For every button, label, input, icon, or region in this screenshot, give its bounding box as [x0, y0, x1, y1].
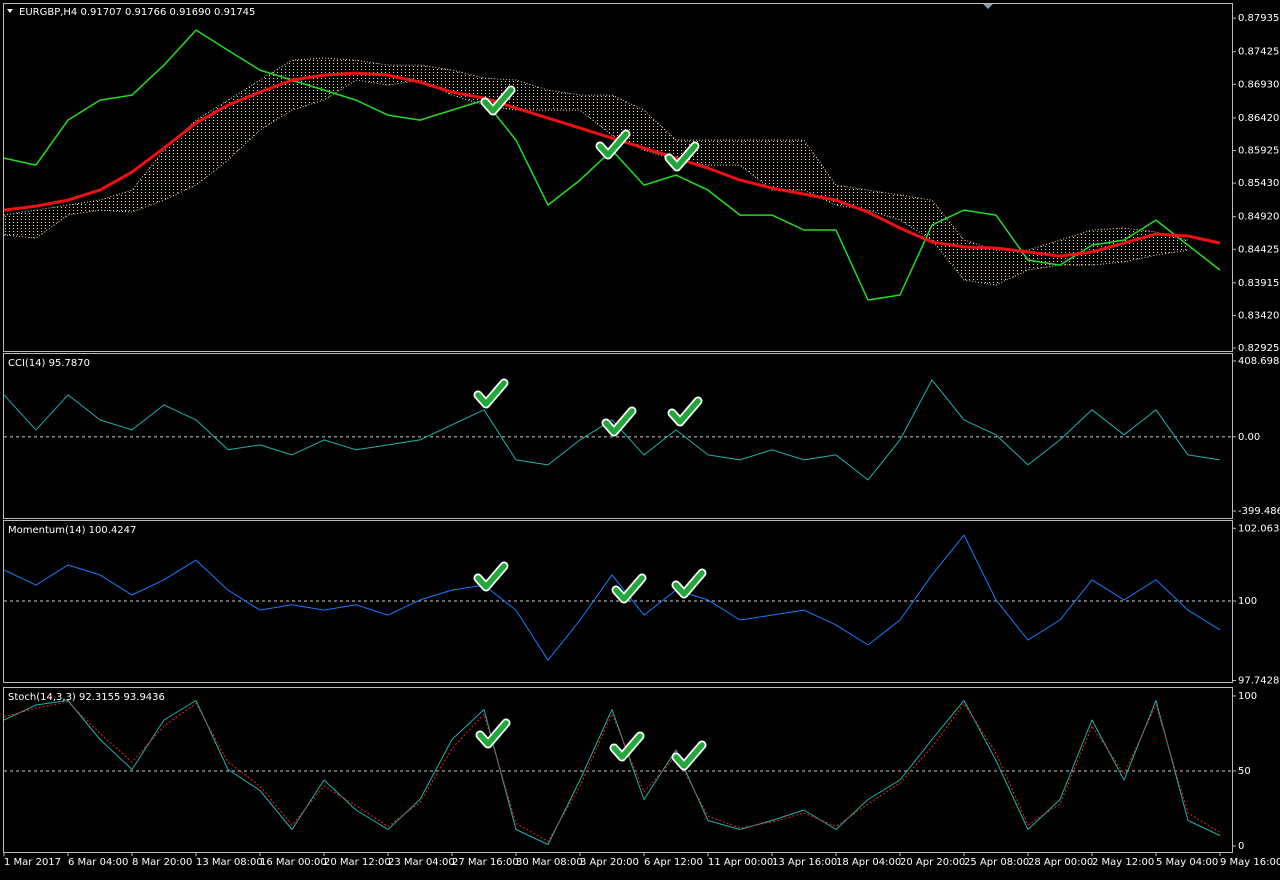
- y-tick-label: 97.7428: [1238, 675, 1279, 686]
- check-mark: [595, 129, 631, 160]
- y-tick-label: 0: [1238, 841, 1244, 852]
- y-tick-label: 50: [1238, 766, 1251, 777]
- chart-title: EURGBP,H4 0.91707 0.91766 0.91690 0.9174…: [19, 7, 255, 18]
- check-stroke: [666, 143, 698, 170]
- check-mark: [611, 573, 647, 604]
- check-stroke: [669, 398, 701, 425]
- y-tick-label: 0.86930: [1238, 79, 1279, 90]
- y-tick-label: 0.00: [1238, 432, 1260, 443]
- check-stroke: [482, 87, 514, 114]
- series-line: [4, 701, 1221, 842]
- check-stroke: [475, 563, 507, 590]
- check-stroke: [673, 742, 705, 769]
- y-tick-label: 0.85925: [1238, 146, 1279, 157]
- check-stroke: [611, 733, 643, 760]
- y-tick-label: 100: [1238, 596, 1257, 607]
- x-tick-label: 30 Mar 08:00: [516, 857, 583, 868]
- cloud-fill: [4, 58, 1188, 285]
- check-stroke: [673, 570, 705, 597]
- x-tick-label: 28 Apr 00:00: [1028, 857, 1093, 868]
- plot-area: [4, 379, 1232, 481]
- check-mark: [480, 85, 516, 116]
- y-tick-label: 0.84920: [1238, 212, 1279, 223]
- x-tick-label: 27 Mar 16:00: [452, 857, 519, 868]
- x-tick-label: 2 May 12:00: [1092, 857, 1154, 868]
- check-mark: [664, 141, 700, 172]
- y-tick-label: 0.82925: [1238, 343, 1279, 354]
- check-mark: [609, 731, 645, 762]
- x-tick-label: 9 May 16:00: [1220, 857, 1280, 868]
- y-tick-label: -399.4864: [1238, 506, 1280, 517]
- scroll-marker: [983, 4, 993, 9]
- check-mark: [473, 561, 509, 592]
- check-stroke: [603, 408, 635, 435]
- series-line: [4, 379, 1221, 481]
- x-tick-label: 11 Apr 00:00: [708, 857, 773, 868]
- x-tick-label: 20 Mar 12:00: [324, 857, 391, 868]
- panel-frame: [3, 687, 1233, 853]
- x-tick-label: 8 Mar 20:00: [132, 857, 192, 868]
- x-tick-label: 6 Apr 12:00: [644, 857, 703, 868]
- check-stroke: [613, 575, 645, 602]
- panel-frame: [3, 3, 1233, 352]
- y-tick-label: 102.0634: [1238, 523, 1280, 534]
- y-tick-label: 408.6984: [1238, 356, 1280, 367]
- plot-area: [4, 534, 1232, 661]
- panel-frame: [3, 353, 1233, 519]
- y-tick-label: 100: [1238, 691, 1257, 702]
- series-line: [4, 700, 1221, 845]
- menu-arrow: [7, 9, 13, 13]
- check-mark: [473, 378, 509, 409]
- y-tick-label: 0.87935: [1238, 13, 1279, 24]
- check-stroke: [597, 131, 629, 158]
- check-mark: [601, 406, 637, 437]
- y-tick-label: 0.87425: [1238, 47, 1279, 58]
- y-tick-label: 0.85430: [1238, 178, 1279, 189]
- check-mark: [671, 568, 707, 599]
- indicator-title: Momentum(14) 100.4247: [8, 525, 136, 536]
- indicator-title: CCI(14) 95.7870: [8, 358, 90, 369]
- plot-area: [4, 700, 1232, 845]
- check-stroke: [475, 380, 507, 407]
- x-tick-label: 6 Mar 04:00: [68, 857, 128, 868]
- x-tick-label: 1 Mar 2017: [4, 857, 61, 868]
- check-stroke: [477, 720, 509, 747]
- cloud-span: [4, 79, 1189, 286]
- indicator-title: Stoch(14,3,3) 92.3155 93.9436: [8, 692, 165, 703]
- x-tick-label: 16 Mar 00:00: [260, 857, 327, 868]
- x-tick-label: 13 Mar 08:00: [196, 857, 263, 868]
- x-tick-label: 23 Mar 04:00: [388, 857, 455, 868]
- check-mark: [671, 740, 707, 771]
- check-mark: [475, 718, 511, 749]
- series-line: [4, 71, 1221, 258]
- y-tick-label: 0.84425: [1238, 244, 1279, 255]
- x-tick-label: 20 Apr 20:00: [900, 857, 965, 868]
- x-tick-label: 25 Apr 08:00: [964, 857, 1029, 868]
- panel-frame: [3, 520, 1233, 683]
- y-tick-label: 0.86420: [1238, 113, 1279, 124]
- x-tick-label: 18 Apr 04:00: [836, 857, 901, 868]
- series-line: [4, 534, 1221, 661]
- y-tick-label: 0.83915: [1238, 278, 1279, 289]
- x-tick-label: 5 May 04:00: [1156, 857, 1218, 868]
- x-tick-label: 13 Apr 16:00: [772, 857, 837, 868]
- x-tick-label: 3 Apr 20:00: [580, 857, 639, 868]
- check-mark: [667, 396, 703, 427]
- y-tick-label: 0.83420: [1238, 310, 1279, 321]
